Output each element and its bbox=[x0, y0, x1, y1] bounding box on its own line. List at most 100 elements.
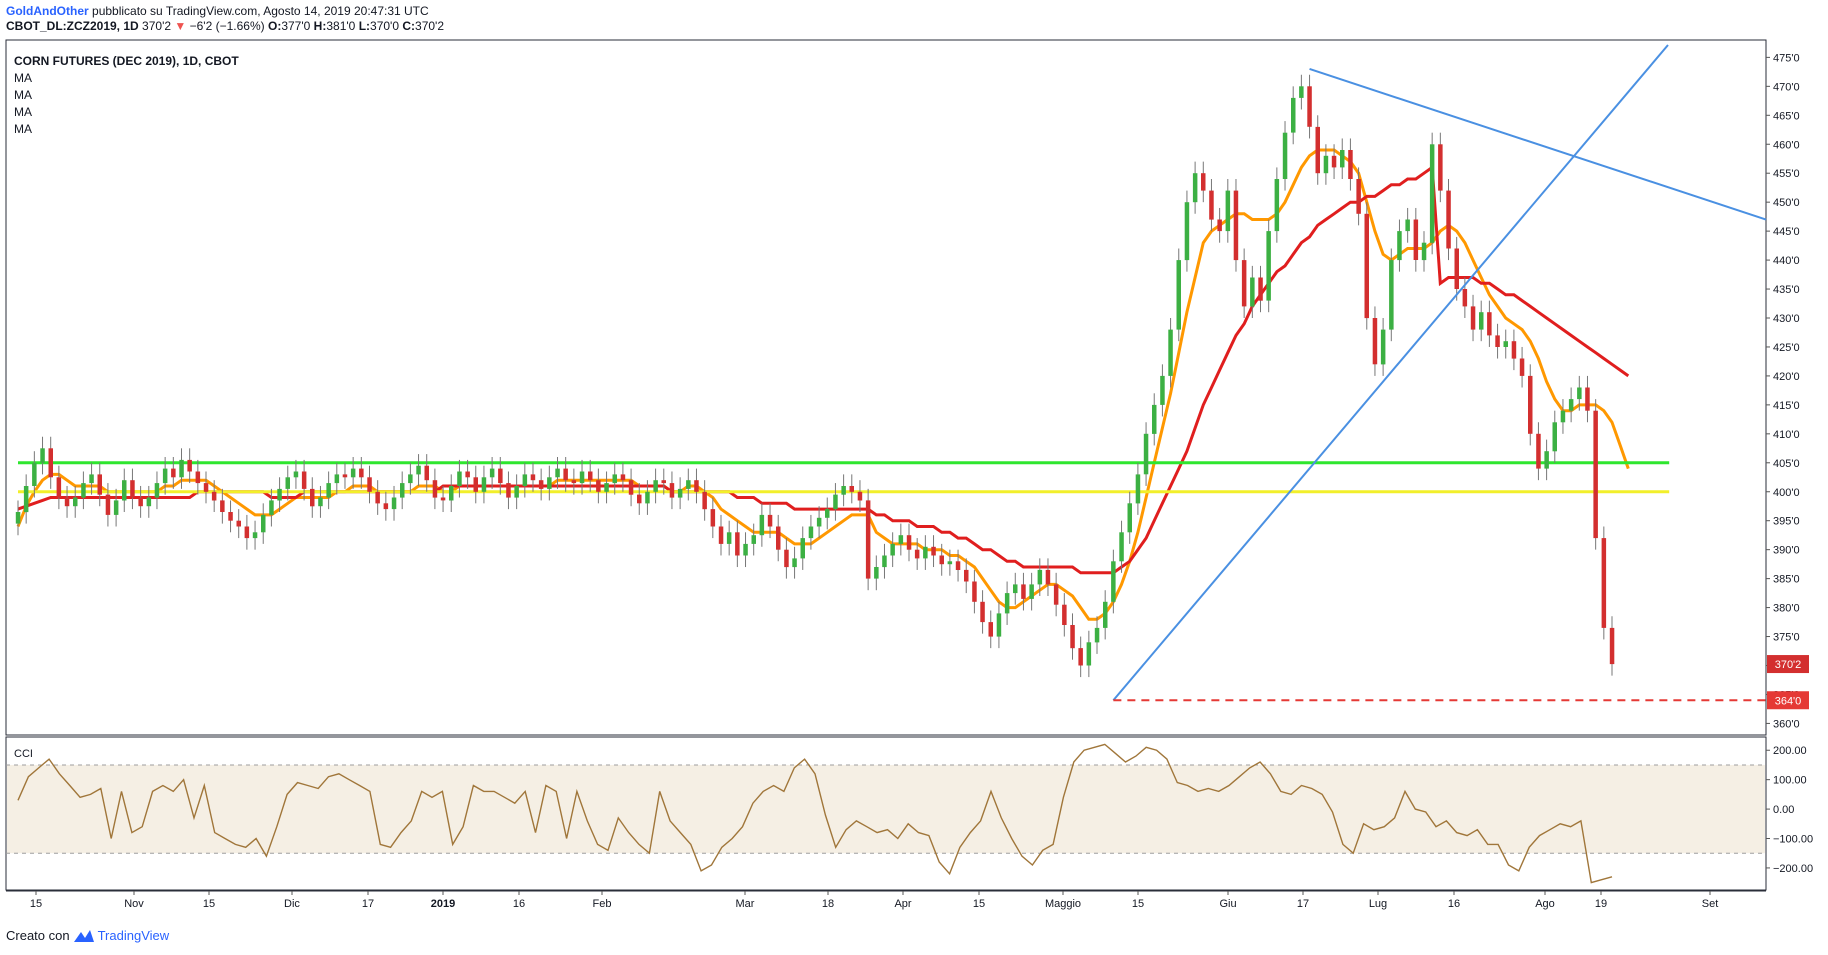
candle-body bbox=[653, 480, 658, 492]
candle-body bbox=[514, 486, 519, 498]
candle-body bbox=[1511, 341, 1517, 359]
price-tick-label: 430'0 bbox=[1773, 313, 1800, 325]
candle-body bbox=[808, 526, 814, 539]
candle-body bbox=[1568, 399, 1574, 411]
candle-body bbox=[498, 468, 503, 484]
cci-tick-label: 200.00 bbox=[1773, 745, 1807, 757]
candle-body bbox=[931, 546, 936, 556]
candle-body bbox=[1053, 584, 1059, 605]
created-with-label: Creato con bbox=[6, 928, 70, 943]
candle-body bbox=[1609, 627, 1615, 665]
price-tick-label: 460'0 bbox=[1773, 139, 1800, 151]
cci-band bbox=[7, 764, 1765, 854]
price-tick-label: 440'0 bbox=[1773, 255, 1800, 267]
candle-body bbox=[1585, 387, 1590, 411]
time-tick-label: 15 bbox=[973, 898, 985, 910]
candle-body bbox=[424, 465, 429, 481]
tradingview-brand-link[interactable]: TradingView bbox=[97, 928, 170, 943]
candle-body bbox=[1201, 173, 1206, 191]
candle-body bbox=[588, 471, 593, 481]
price-tick-label: 405'0 bbox=[1773, 458, 1800, 470]
candle-body bbox=[1217, 219, 1222, 232]
candle-body bbox=[833, 494, 838, 510]
candle-body bbox=[1372, 318, 1378, 365]
close-value: 370'2 bbox=[415, 19, 445, 33]
candle-body bbox=[530, 474, 536, 481]
high-value: 381'0 bbox=[326, 19, 356, 33]
time-tick-label: 16 bbox=[513, 898, 525, 910]
candle-body bbox=[440, 497, 446, 501]
candle-body bbox=[1544, 451, 1549, 469]
cci-line bbox=[17, 743, 1613, 884]
cci-tick-label: 0.00 bbox=[1773, 804, 1794, 816]
high-label: H: bbox=[313, 19, 327, 33]
candle-body bbox=[1152, 404, 1157, 434]
candle-body bbox=[1233, 190, 1239, 261]
time-tick-label: Set bbox=[1702, 898, 1719, 910]
time-tick-label: 17 bbox=[1297, 898, 1309, 910]
price-tick-label: 425'0 bbox=[1773, 342, 1800, 354]
author-link[interactable]: GoldAndOther bbox=[6, 4, 89, 18]
open-label: O: bbox=[267, 19, 282, 33]
candle-body bbox=[252, 532, 258, 539]
candle-body bbox=[481, 477, 487, 492]
candle-body bbox=[1479, 312, 1484, 330]
candle-body bbox=[980, 601, 985, 623]
candle-body bbox=[383, 503, 389, 510]
candle-body bbox=[73, 497, 78, 507]
candle-body bbox=[449, 486, 454, 501]
publish-line: GoldAndOther pubblicato su TradingView.c… bbox=[6, 4, 444, 19]
candle-body bbox=[146, 497, 152, 507]
support-price-tag bbox=[1767, 691, 1809, 710]
candle-body bbox=[1495, 335, 1500, 347]
candle-body bbox=[408, 474, 413, 484]
candle-body bbox=[620, 474, 626, 481]
candle-body bbox=[825, 509, 830, 518]
candle-body bbox=[56, 477, 62, 498]
candle-body bbox=[301, 471, 307, 489]
candle-body bbox=[350, 468, 356, 478]
candle-body bbox=[1241, 260, 1247, 307]
candle-body bbox=[1560, 410, 1566, 423]
candle-body bbox=[1528, 375, 1533, 434]
candle-body bbox=[964, 569, 969, 582]
candle-body bbox=[48, 448, 53, 478]
candle-body bbox=[171, 468, 176, 478]
candle-body bbox=[702, 491, 707, 510]
candle-body bbox=[669, 483, 675, 498]
candle-body bbox=[816, 517, 822, 527]
candle-body bbox=[751, 535, 756, 544]
candle-body bbox=[1454, 248, 1459, 289]
time-tick-label: Giu bbox=[1219, 898, 1236, 910]
price-tick-label: 420'0 bbox=[1773, 371, 1800, 383]
candle-body bbox=[105, 494, 111, 515]
candle-body bbox=[841, 486, 846, 495]
time-tick-label: 15 bbox=[1132, 898, 1144, 910]
candle-body bbox=[318, 497, 323, 507]
indicator-legend: MA bbox=[14, 122, 32, 136]
candle-body bbox=[64, 497, 70, 507]
candle-body bbox=[996, 613, 1002, 637]
candle-body bbox=[1291, 97, 1296, 133]
candle-body bbox=[571, 480, 577, 484]
cci-title: CCI bbox=[14, 748, 33, 760]
price-tick-label: 385'0 bbox=[1773, 574, 1800, 586]
time-tick-label: Lug bbox=[1369, 898, 1387, 910]
time-tick-label: Mar bbox=[736, 898, 755, 910]
candle-body bbox=[1168, 329, 1173, 376]
candle-body bbox=[628, 480, 634, 495]
time-tick-label: Maggio bbox=[1045, 898, 1081, 910]
cci-pane-frame bbox=[5, 736, 1767, 891]
price-tick-label: 400'0 bbox=[1773, 487, 1800, 499]
candle-body bbox=[1209, 190, 1214, 220]
candle-body bbox=[1037, 569, 1043, 585]
candle-body bbox=[661, 480, 666, 484]
support-price-tag-label: 364'0 bbox=[1775, 695, 1802, 707]
cci-tick-label: −200.00 bbox=[1773, 863, 1813, 875]
candle-body bbox=[391, 497, 397, 510]
candle-body bbox=[1299, 86, 1304, 98]
candle-body bbox=[849, 486, 854, 492]
candle-body bbox=[326, 483, 331, 498]
candle-body bbox=[800, 538, 805, 559]
